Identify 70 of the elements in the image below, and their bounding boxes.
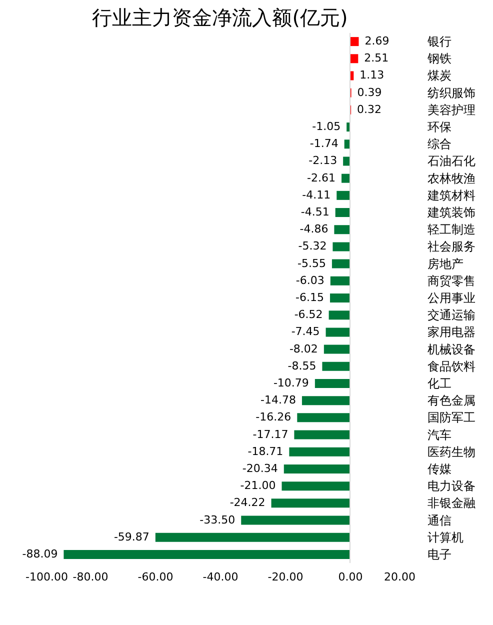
y-tick-label: 食品饮料 [428,359,476,374]
data-label: 1.13 [360,68,384,82]
y-tick-label: 农林牧渔 [428,171,476,186]
y-tick-label: 石油石化 [428,154,476,168]
data-label: -4.11 [302,188,331,202]
data-label: -8.02 [289,342,318,356]
data-label: -5.32 [298,240,327,253]
y-tick-label: 机械设备 [428,342,476,356]
y-tick-label: 计算机 [428,530,464,544]
x-tick-label: -80.00 [72,570,108,584]
y-tick-label: 商贸零售 [428,274,476,288]
y-tick-label: 家用电器 [428,325,476,340]
y-tick-label: 社会服务 [428,240,476,254]
data-label: -16.26 [256,410,292,424]
data-label: -5.55 [297,256,326,270]
y-tick-label: 建筑装饰 [426,206,476,220]
y-tick-label: 医药生物 [428,444,476,459]
data-label: -21.00 [240,479,276,492]
data-label: -14.78 [260,394,296,407]
data-label: -2.61 [307,171,336,184]
x-tick-label: -60.00 [138,570,174,584]
y-tick-label: 交通运输 [428,308,476,322]
y-tick-label: 环保 [428,120,452,134]
data-label: -1.74 [310,137,338,150]
data-label: -6.03 [296,274,324,287]
data-label: -4.51 [300,206,330,219]
y-tick-label: 综合 [428,137,452,152]
data-label: 2.69 [364,34,390,48]
data-label: -20.34 [242,462,278,475]
data-label: -2.13 [308,154,338,168]
y-tick-label: 传媒 [428,462,452,476]
data-label: -6.15 [296,291,324,304]
y-tick-label: 煤炭 [428,68,452,83]
data-label: -17.17 [252,428,288,441]
data-label: -1.05 [312,120,341,134]
y-tick-label: 轻工制造 [428,222,476,237]
y-tick-label: 电子 [428,547,452,562]
data-label: -6.52 [294,308,323,322]
x-tick-label: 20.00 [384,570,416,584]
y-tick-label: 汽车 [428,428,452,442]
y-tick-label: 化工 [428,376,452,390]
y-tick-label: 公用事业 [428,291,476,305]
data-label: 0.39 [357,86,382,99]
data-label: -8.55 [288,359,316,372]
data-label: -24.22 [230,496,266,510]
y-tick-label: 美容护理 [428,102,476,117]
data-label: -7.45 [291,325,320,338]
x-tick-label: -40.00 [202,570,238,584]
y-tick-label: 电力设备 [428,479,476,494]
data-label: -4.86 [300,222,328,236]
y-tick-label: 国防军工 [428,410,476,425]
data-label: 2.51 [364,52,389,65]
y-tick-label: 建筑材料 [426,188,476,202]
y-tick-label: 非银金融 [428,496,476,510]
data-label: -10.79 [273,376,309,390]
data-label: 0.32 [357,102,382,116]
x-tick-label: -100.00 [26,570,68,584]
y-tick-label: 房地产 [428,256,464,271]
y-tick-label: 通信 [428,513,452,528]
y-tick-label: 有色金属 [428,394,476,408]
data-label: -59.87 [114,530,150,544]
data-label: -88.09 [22,547,58,560]
chart-title: 行业主力资金净流入额(亿元) [92,6,348,30]
x-tick-label: 0.00 [338,570,363,584]
data-label: -18.71 [248,444,284,458]
data-label: -33.50 [200,513,236,526]
y-tick-label: 银行 [426,34,452,49]
y-tick-label: 纺织服饰 [428,86,476,100]
x-tick-label: -20.00 [268,570,304,584]
y-tick-label: 钢铁 [426,52,452,66]
